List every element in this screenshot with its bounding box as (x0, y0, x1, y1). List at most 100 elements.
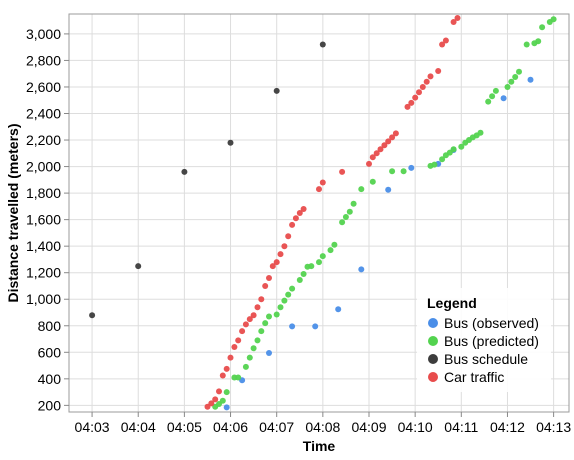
data-point (223, 389, 230, 396)
y-tick-label: 2,000 (26, 159, 61, 175)
plot-area-frame (68, 13, 570, 413)
y-axis: 200 400 600 800 1,000 1,200 1,400 1,600 1,800 2,0… (26, 26, 69, 413)
data-point (516, 68, 522, 75)
data-point (319, 253, 326, 260)
data-point (327, 247, 334, 254)
data-point (319, 179, 326, 186)
y-tick-label: 1,800 (26, 185, 61, 201)
legend-swatch (428, 318, 438, 328)
data-point (219, 397, 226, 404)
data-point (377, 146, 384, 153)
data-point (523, 41, 530, 48)
data-point (223, 365, 230, 372)
data-point (316, 259, 322, 266)
data-point (369, 154, 376, 161)
data-point (242, 363, 249, 370)
data-point (512, 74, 519, 80)
x-tick-label: 04:07 (259, 419, 294, 435)
x-tick-label: 04:10 (398, 419, 433, 435)
data-point (412, 94, 419, 101)
data-point (342, 214, 349, 220)
data-point (331, 241, 338, 248)
data-point (381, 142, 388, 149)
data-point (450, 146, 457, 153)
data-point (369, 178, 376, 185)
y-tick-label: 400 (38, 371, 62, 387)
data-point (442, 37, 449, 44)
data-point (408, 99, 415, 106)
data-point (389, 134, 396, 141)
data-point (439, 41, 446, 48)
legend-swatch (428, 372, 438, 382)
legend-label: Car traffic (444, 369, 504, 385)
x-tick-label: 04:09 (351, 419, 386, 435)
data-point (250, 345, 257, 352)
data-point (223, 404, 230, 411)
data-point (527, 76, 534, 83)
data-point (435, 68, 442, 74)
y-tick-label: 600 (38, 344, 62, 360)
data-point (500, 95, 507, 102)
y-tick-label: 2,800 (26, 52, 61, 68)
data-point (273, 311, 280, 318)
data-point (227, 139, 234, 146)
data-point (254, 304, 261, 311)
data-point (289, 323, 296, 330)
legend-title: Legend (427, 295, 477, 311)
y-tick-label: 2,400 (26, 106, 61, 122)
x-tick-label: 04:04 (121, 419, 156, 435)
y-tick-label: 1,600 (26, 212, 61, 228)
data-point (212, 396, 219, 403)
data-point (89, 312, 96, 319)
data-point (339, 168, 346, 175)
data-point (358, 186, 365, 193)
data-point (231, 344, 238, 350)
data-point (316, 186, 322, 193)
x-tick-label: 04:06 (213, 419, 248, 435)
data-point (392, 130, 399, 137)
y-tick-label: 2,600 (26, 79, 61, 95)
data-point (300, 271, 307, 277)
data-point (319, 41, 326, 48)
data-point (262, 283, 269, 289)
data-point (289, 221, 296, 228)
legend-label: Bus schedule (444, 351, 528, 367)
data-point (258, 328, 265, 335)
data-point (219, 372, 226, 379)
data-point (454, 15, 461, 21)
y-tick-label: 1,000 (26, 291, 61, 307)
data-point (285, 291, 292, 298)
y-tick-label: 1,400 (26, 238, 61, 254)
legend-label: Bus (predicted) (444, 333, 539, 349)
legend-swatch (428, 336, 438, 346)
data-point (450, 19, 457, 25)
data-point (266, 275, 272, 281)
data-point (508, 78, 515, 85)
data-point (250, 312, 257, 319)
data-point (539, 24, 546, 31)
data-point (550, 16, 557, 23)
data-point (485, 98, 492, 105)
data-point (300, 206, 307, 212)
data-point (400, 168, 407, 175)
data-point (458, 143, 465, 150)
data-point (308, 263, 315, 270)
data-point (312, 323, 319, 330)
data-point (292, 215, 299, 222)
data-point (135, 263, 142, 270)
data-point (208, 400, 215, 407)
y-tick-label: 2,200 (26, 132, 61, 148)
data-point (262, 320, 269, 327)
data-point (385, 186, 392, 193)
data-point (273, 87, 280, 94)
data-point (235, 374, 242, 381)
data-point (366, 160, 372, 167)
x-tick-label: 04:05 (167, 419, 202, 435)
y-tick-label: 200 (38, 397, 62, 413)
data-point (535, 38, 542, 45)
data-point (339, 219, 346, 226)
data-point (439, 156, 446, 163)
data-point (385, 138, 392, 145)
data-point (273, 259, 280, 266)
